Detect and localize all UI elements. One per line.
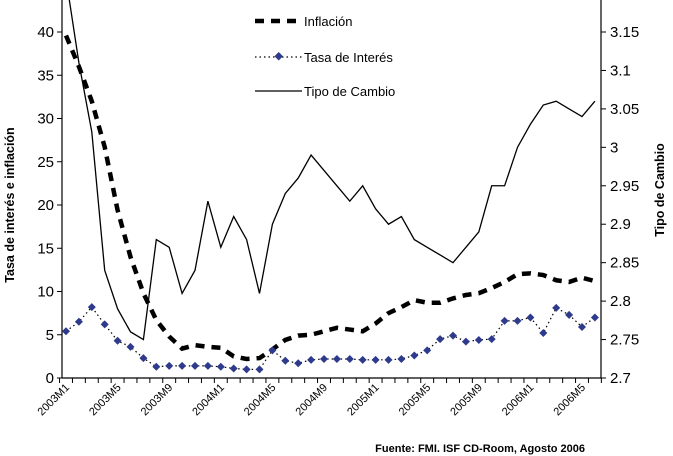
data-point [139,354,148,363]
data-point [178,361,187,370]
x-tick-label: 2004M1 [190,382,227,419]
data-point [578,322,586,331]
x-tick-label: 2003M9 [139,382,176,419]
y-tick-label: 30 [37,111,54,128]
data-point [423,346,432,355]
data-point [87,303,96,312]
data-point [268,346,277,355]
y-tick-label: 40 [37,24,54,41]
y2-tick-label: 3 [610,139,618,156]
data-point [500,316,509,325]
data-point [100,320,109,329]
data-point [410,351,419,360]
y2-tick-label: 2.7 [610,370,631,387]
y-tick-label: 10 [37,284,54,301]
data-point [332,354,341,363]
data-point [191,361,199,370]
y-tick-label: 35 [37,67,54,84]
y-tick-label: 20 [37,197,54,214]
data-point [165,361,174,370]
data-point [203,361,212,370]
legend-inflacion-label: Inflación [304,14,352,29]
x-tick-label: 2003M1 [36,382,73,419]
data-point [152,362,161,371]
data-point [229,364,238,373]
x-tick-label: 2006M5 [552,382,589,419]
data-point [320,354,328,363]
y-axis-title: Tasa de interés e inflación [3,127,17,282]
y2-tick-label: 3.1 [610,62,631,79]
legend-tipo-label: Tipo de Cambio [304,84,395,99]
y2-tick-label: 3.15 [610,24,639,41]
y2-tick-label: 2.75 [610,332,639,349]
data-point [461,337,470,346]
data-point [436,335,445,344]
data-point [126,342,135,351]
data-point [294,359,303,368]
y2-tick-label: 2.95 [610,178,639,195]
data-point [397,354,406,363]
data-point [74,317,83,326]
x-tick-label: 2004M5 [242,382,279,419]
data-point [474,335,483,344]
y2-tick-label: 3.05 [610,101,639,118]
data-point [513,316,522,325]
data-point [242,365,251,374]
y-tick-label: 5 [46,327,54,344]
data-point [113,336,122,345]
x-tick-label: 2003M5 [87,382,124,419]
data-point [526,313,535,322]
x-tick-label: 2005M1 [345,382,382,419]
x-tick-label: 2004M9 [294,382,331,419]
y2-tick-label: 2.9 [610,216,631,233]
data-point [565,310,574,319]
source-note: Fuente: FMI. ISF CD-Room, Agosto 2006 [375,443,585,455]
x-tick-label: 2005M9 [448,382,485,419]
data-point [590,313,599,322]
data-point [371,355,380,364]
data-point [216,362,225,371]
y2-tick-label: 2.8 [610,293,631,310]
data-point [255,365,264,374]
series-line-2 [68,0,596,341]
data-point [345,354,354,363]
legend-tasa-label: Tasa de Interés [304,50,393,65]
y-tick-label: 0 [46,370,54,387]
data-point [62,327,70,336]
data-point [281,356,290,365]
y-tick-label: 15 [37,240,54,257]
data-point [539,329,548,338]
data-point [449,331,457,340]
legend-tasa-marker [274,52,283,61]
y-tick-label: 25 [37,154,54,171]
data-point [358,355,367,364]
data-point [487,335,496,344]
data-point [384,355,393,364]
y2-tick-label: 2.85 [610,255,639,272]
x-tick-label: 2006M1 [500,382,537,419]
x-tick-label: 2005M5 [397,382,434,419]
data-point [307,355,316,364]
legend: Inflación Tasa de Interés Tipo de Cambio [255,14,395,99]
y2-axis-title: Tipo de Cambio [653,143,667,237]
data-point [552,303,561,312]
series-line-0 [63,34,596,362]
